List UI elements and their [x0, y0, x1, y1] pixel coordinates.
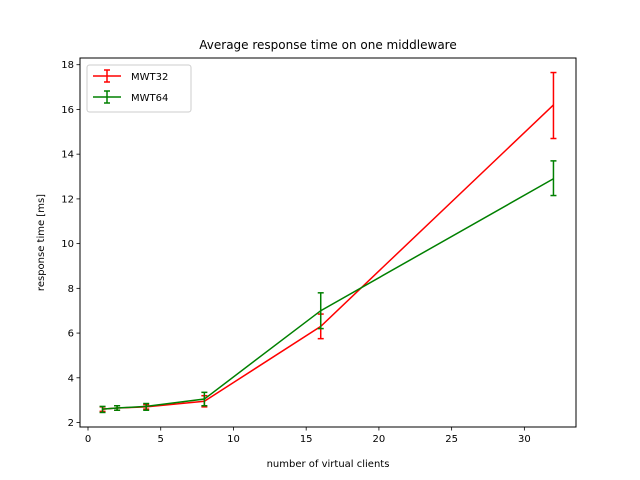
legend: MWT32 MWT64 — [86, 64, 192, 113]
series-line — [102, 178, 554, 410]
x-tick-label: 30 — [518, 434, 531, 445]
y-tick-label: 4 — [68, 373, 74, 384]
plot-area — [99, 71, 557, 414]
y-axis-label: response time [ms] — [36, 194, 47, 291]
y-tick-label: 18 — [61, 60, 74, 71]
x-tick-label: 0 — [85, 434, 91, 445]
y-tick-label: 6 — [68, 329, 74, 340]
y-tick-label: 16 — [61, 105, 74, 116]
axis-ticks: 0 5 10 15 20 25 30 2 4 6 8 10 12 14 16 18 — [61, 60, 530, 445]
x-tick-label: 5 — [158, 434, 164, 445]
y-tick-label: 12 — [61, 194, 74, 205]
legend-label: MWT64 — [131, 93, 168, 104]
x-tick-label: 15 — [300, 434, 313, 445]
y-tick-label: 8 — [68, 284, 74, 295]
y-tick-label: 14 — [61, 150, 74, 161]
y-tick-label: 2 — [68, 418, 74, 429]
x-axis-label: number of virtual clients — [267, 459, 390, 470]
plot-frame — [79, 57, 577, 428]
chart-title: Average response time on one middleware — [199, 38, 456, 52]
legend-label: MWT32 — [131, 72, 168, 83]
x-tick-label: 10 — [227, 434, 240, 445]
y-tick-label: 10 — [61, 239, 74, 250]
x-tick-label: 20 — [373, 434, 386, 445]
x-tick-label: 25 — [445, 434, 458, 445]
